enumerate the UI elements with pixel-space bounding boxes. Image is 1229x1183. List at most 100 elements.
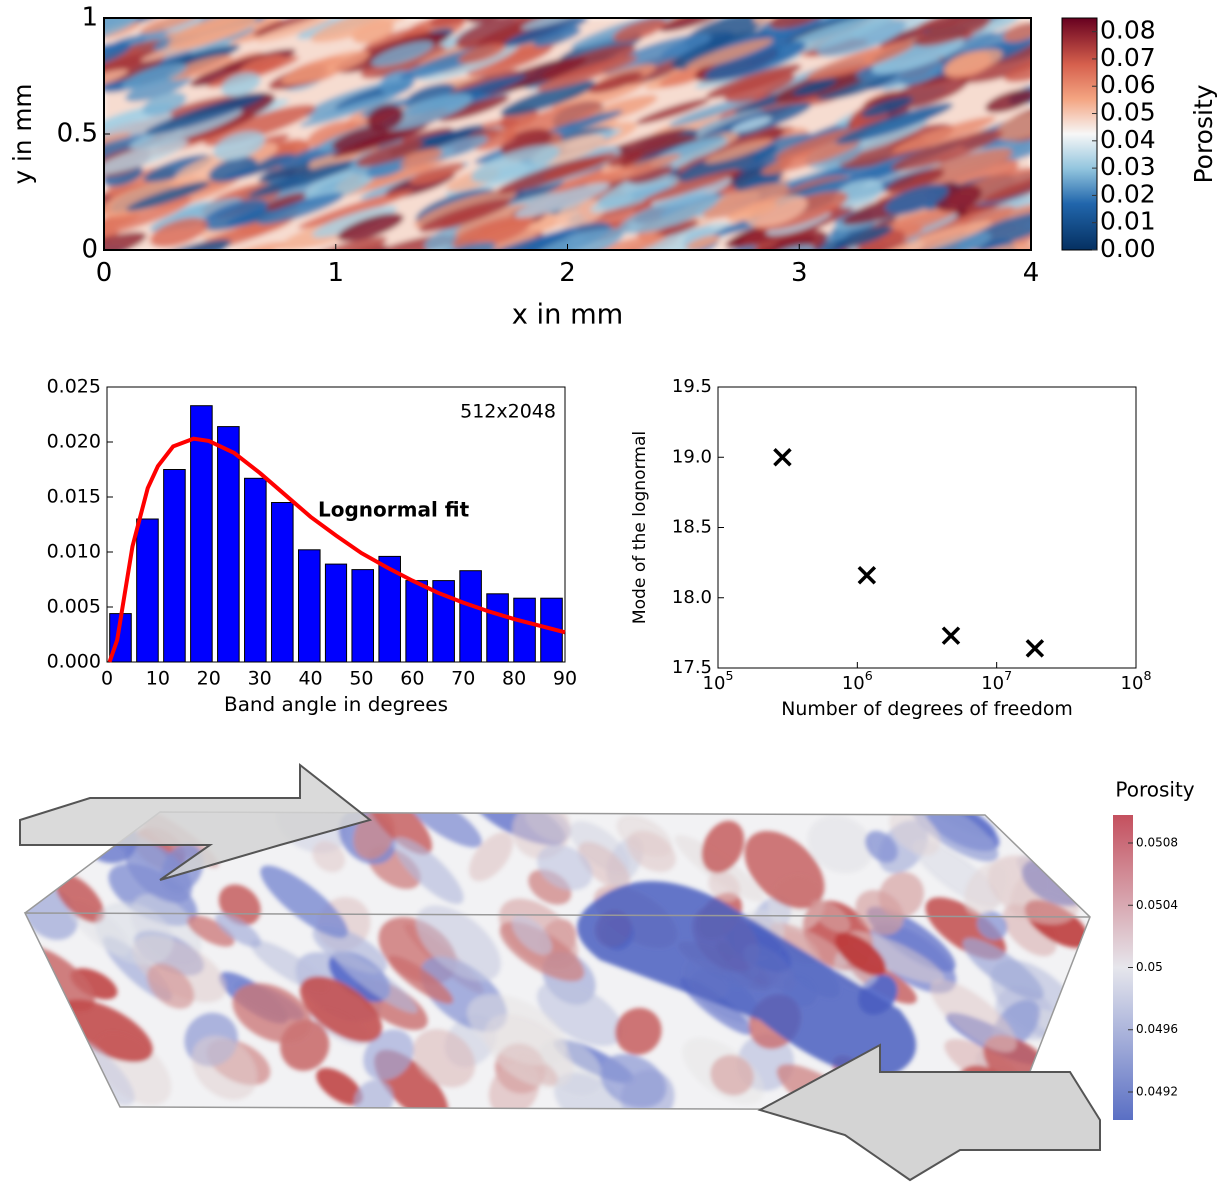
iso-blob [412, 1029, 476, 1088]
field-patch [104, 139, 189, 176]
iso-blob [366, 812, 433, 855]
y-axis-label: y in mm [8, 84, 37, 185]
x-tick-label: 50 [349, 668, 373, 690]
bar [378, 555, 401, 663]
iso-blob [962, 938, 1044, 1000]
y-tick-label: 1 [81, 3, 98, 33]
field-patch [958, 41, 1031, 84]
colorbar-label: Porosity [1189, 84, 1218, 183]
point [857, 566, 877, 585]
iso-blob [215, 913, 262, 948]
iso-blob [744, 831, 825, 909]
y-axis-label: Mode of the lognormal [630, 431, 650, 624]
field-patch [310, 18, 420, 43]
field-patch [678, 143, 778, 183]
field-patch [274, 236, 388, 250]
field-patch [745, 195, 808, 228]
axes-frame [717, 386, 1137, 669]
field-patch [520, 18, 623, 30]
field-patch [635, 98, 710, 125]
field-patch [331, 125, 389, 151]
field-patch [626, 161, 673, 184]
colorbar-tick-label: 0.07 [1100, 43, 1156, 72]
colorbar-tick-label: 0.0508 [1136, 836, 1178, 850]
field-patch [919, 231, 992, 250]
y-tick-label: 0.010 [47, 541, 101, 563]
y-tick-label: 18.0 [672, 587, 712, 608]
x-tick-label: 10 [146, 668, 170, 690]
colorbar-tick-label: 0.05 [1100, 98, 1156, 127]
iso-blob [770, 922, 848, 967]
colorbar-tick-label: 0.02 [1100, 179, 1156, 208]
field-patch [471, 128, 517, 151]
iso-blob [54, 873, 105, 923]
iso-blob [537, 981, 624, 1046]
field-patch [553, 233, 665, 250]
iso-blob [578, 841, 631, 890]
field-patch [601, 33, 712, 75]
iso-blob [353, 1079, 394, 1110]
x-tick-label: 70 [451, 668, 475, 690]
iso-blob [964, 862, 1010, 917]
iso-blob [393, 837, 464, 905]
iso-blob [232, 983, 312, 1043]
field-patch [871, 37, 965, 74]
iso-blob [512, 812, 571, 860]
field-patch [304, 169, 375, 202]
x-tick-label: 106 [842, 668, 873, 694]
field-patch [126, 181, 210, 212]
iso-blob [332, 949, 418, 1013]
field-patch [769, 18, 833, 29]
field-patch [466, 43, 554, 77]
field-patch [533, 27, 582, 48]
field-patch [470, 145, 560, 183]
iso-blob [95, 902, 174, 965]
field-patch [143, 154, 213, 183]
field-patch [298, 189, 414, 229]
field-patch [584, 153, 682, 188]
x-axis-label: Band angle in degrees [224, 692, 448, 716]
series-label: Lognormal fit [318, 498, 470, 522]
bar [271, 502, 294, 663]
field-patch [311, 205, 398, 238]
field-patch [504, 18, 589, 47]
field-patch [727, 201, 778, 222]
iso-blob [316, 1067, 363, 1106]
porosity-field [104, 18, 1031, 250]
field-patch [588, 71, 643, 94]
field-patch [142, 92, 187, 116]
isosurfaces [25, 812, 1090, 1110]
iso-blob [889, 812, 941, 856]
field-patch [983, 169, 1031, 203]
y-tick-label: 0.000 [47, 651, 101, 673]
iso-blob [865, 830, 898, 863]
field-patch [702, 183, 790, 219]
iso-blob [484, 1014, 574, 1089]
field-patch [367, 104, 404, 132]
shear-arrow [757, 1043, 1101, 1182]
iso-blob [600, 1054, 667, 1108]
x-tick-label: 3 [791, 258, 808, 288]
point [941, 626, 961, 645]
field-patch [404, 83, 456, 109]
field-patch [329, 234, 449, 250]
field-patch [257, 192, 344, 225]
shear-arrow [19, 762, 373, 881]
x-tick-label: 1 [327, 258, 344, 288]
field-patch [731, 116, 772, 133]
iso-blob [1025, 812, 1067, 844]
x-tick-label: 107 [981, 668, 1012, 694]
field-patch [514, 182, 610, 218]
x-tick-label: 4 [1023, 258, 1040, 288]
field-patch [208, 156, 258, 183]
bar [163, 469, 186, 663]
field-patch [816, 20, 907, 57]
field-patch [409, 162, 465, 185]
field-patch [500, 80, 597, 116]
field-patch [265, 192, 307, 211]
bar [513, 597, 536, 663]
field-patch [381, 93, 473, 131]
field-patch [985, 89, 1031, 113]
field-patch [458, 43, 506, 64]
